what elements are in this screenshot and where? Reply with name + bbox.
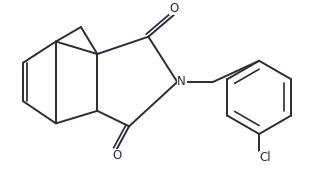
Text: Cl: Cl xyxy=(259,151,271,164)
Text: O: O xyxy=(170,1,179,15)
Text: N: N xyxy=(177,76,186,89)
Text: O: O xyxy=(112,149,121,162)
